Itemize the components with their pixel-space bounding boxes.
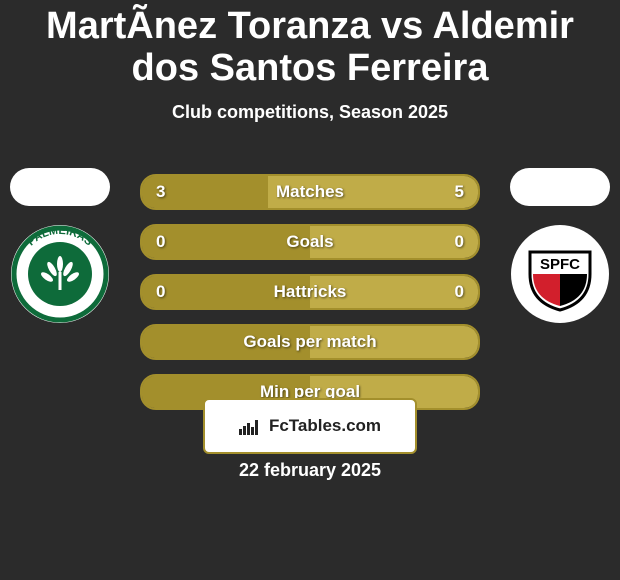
page-subtitle: Club competitions, Season 2025 [0, 102, 620, 123]
stat-row: Goals00 [140, 224, 480, 260]
team-left-logo-palmeiras: PALMEIRAS [10, 224, 110, 324]
brand-text: FcTables.com [269, 416, 381, 436]
footer-date: 22 february 2025 [0, 460, 620, 481]
stat-row: Hattricks00 [140, 274, 480, 310]
stat-row: Matches35 [140, 174, 480, 210]
brand-badge: FcTables.com [203, 398, 417, 454]
player-left-head [10, 168, 110, 206]
stats-list: Matches35 Goals00 Hattricks00 Goals per mat… [140, 174, 480, 410]
page-title: MartÃ­nez Toranza vs Aldemir dos Santos … [0, 0, 620, 90]
stat-fill-left [142, 276, 310, 308]
player-right-column: SPFC [500, 168, 620, 324]
svg-text:SPFC: SPFC [540, 256, 580, 273]
stat-row: Goals per match [140, 324, 480, 360]
stat-fill-left [142, 226, 310, 258]
spfc-badge-icon: SPFC [510, 224, 610, 324]
stat-fill-left [142, 176, 268, 208]
player-left-column: PALMEIRAS [0, 168, 120, 324]
palmeiras-badge-icon: PALMEIRAS [10, 224, 110, 324]
bar-chart-icon [239, 417, 261, 435]
stat-fill-left [142, 326, 310, 358]
team-right-logo-spfc: SPFC [510, 224, 610, 324]
comparison-card: MartÃ­nez Toranza vs Aldemir dos Santos … [0, 0, 620, 580]
player-right-head [510, 168, 610, 206]
